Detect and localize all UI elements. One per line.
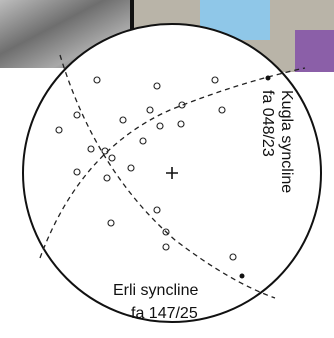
erli-fold-axis-label: fa 147/25 <box>131 305 198 322</box>
kugla-fold-axis-label: fa 048/23 <box>259 90 276 157</box>
kugla-fold-axis <box>266 76 271 81</box>
kugla-name: Kugla syncline <box>278 90 295 193</box>
map-unit-purple <box>295 30 334 72</box>
erli-name: Erli syncline <box>113 282 198 299</box>
stereonet-figure: Kugla syncline fa 048/23 Erli syncline f… <box>0 0 334 338</box>
erli-fold-axis <box>240 274 245 279</box>
